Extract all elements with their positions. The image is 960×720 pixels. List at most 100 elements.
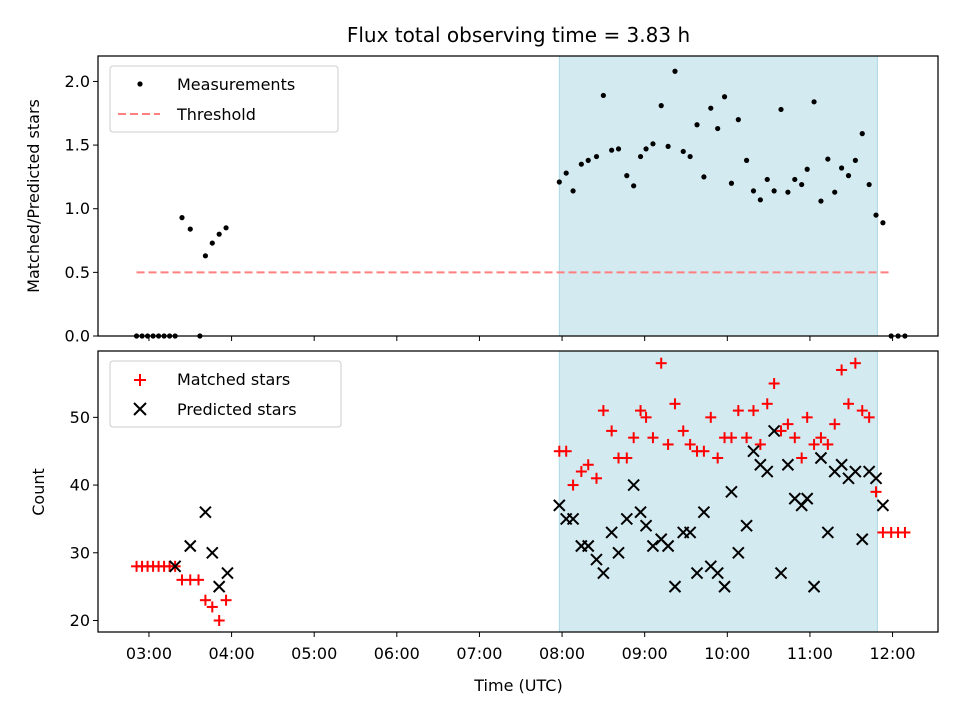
- predicted-star-point: [821, 526, 835, 539]
- top-y-tick-label: 1.5: [65, 136, 90, 155]
- predicted-star-point: [553, 499, 566, 512]
- predicted-star-point: [869, 472, 883, 485]
- matched-star-point: [193, 574, 205, 586]
- matched-star-point: [662, 438, 674, 450]
- predicted-star-point: [590, 553, 603, 566]
- measurement-point: [187, 226, 193, 232]
- measurement-point: [209, 240, 215, 246]
- measurement-point: [832, 189, 838, 195]
- predicted-star-point: [747, 445, 760, 458]
- matched-star-point: [647, 432, 659, 444]
- measurement-point: [600, 92, 606, 99]
- measurement-point: [650, 141, 656, 147]
- measurement-point: [631, 183, 637, 189]
- predicted-star-point: [627, 478, 640, 492]
- predicted-star-point: [690, 566, 704, 580]
- measurement-point: [216, 231, 222, 237]
- predicted-star-point: [849, 465, 862, 478]
- measurement-point: [715, 125, 721, 132]
- measurement-point: [701, 174, 707, 180]
- top-legend-box: [109, 65, 339, 133]
- bottom-axes-frame: [97, 350, 939, 633]
- measurement-point: [578, 161, 584, 167]
- x-tick-label: 04:00: [209, 644, 255, 663]
- predicted-star-point: [221, 566, 234, 580]
- legend-measurements-marker: [137, 81, 143, 87]
- measurement-point: [570, 188, 576, 194]
- matched-star-point: [801, 411, 813, 423]
- measurement-point: [845, 173, 852, 179]
- measurement-point: [179, 215, 185, 221]
- matched-star-point: [684, 438, 696, 450]
- measurement-point: [804, 166, 810, 172]
- x-axis-label: Time (UTC): [473, 676, 562, 695]
- matched-star-point: [899, 526, 911, 538]
- predicted-star-point: [566, 512, 580, 526]
- x-tick-label: 10:00: [704, 644, 750, 663]
- predicted-star-point: [697, 505, 711, 519]
- matched-star-point: [712, 452, 724, 464]
- matched-star-point: [567, 479, 579, 491]
- matched-star-point: [863, 411, 875, 423]
- chart-title: Flux total observing time = 3.83 h: [347, 23, 690, 47]
- predicted-star-point: [740, 519, 753, 532]
- matched-star-point: [597, 405, 609, 417]
- measurement-point: [818, 198, 824, 204]
- matched-star-point: [582, 459, 594, 471]
- measurement-point: [708, 105, 714, 111]
- predicted-star-point: [168, 560, 182, 573]
- measurement-point: [694, 122, 700, 128]
- matched-star-point: [870, 486, 882, 498]
- measurement-point: [880, 220, 886, 226]
- measurement-point: [743, 157, 750, 163]
- matched-star-point: [206, 601, 218, 613]
- matched-star-point: [782, 418, 794, 430]
- x-tick-label: 06:00: [374, 644, 420, 663]
- top-y-axis-ticks: 0.0 0.5 1.0 1.5 2.0: [65, 72, 98, 346]
- measurement-point: [615, 146, 622, 152]
- measurement-point: [750, 188, 757, 194]
- measurement-point: [658, 103, 664, 109]
- measurement-point: [728, 180, 735, 186]
- predicted-star-point: [605, 526, 618, 539]
- top-y-tick-label: 0.5: [65, 263, 90, 282]
- bottom-legend: Matched stars Predicted stars: [109, 360, 342, 428]
- matched-star-point: [775, 425, 787, 437]
- matched-star-point: [575, 466, 587, 478]
- matched-stars-points: [131, 357, 911, 626]
- bottom-y-tick-label: 40: [70, 476, 90, 495]
- top-axes-frame: [97, 55, 939, 337]
- matched-star-point: [849, 357, 861, 369]
- legend-measurements-label: Measurements: [177, 75, 295, 94]
- top-panel: 0.00.51.01.52.0 Matched/Predicted stars …: [24, 55, 939, 346]
- measurement-point: [792, 176, 798, 183]
- measurement-point: [764, 176, 770, 183]
- measurement-point: [866, 181, 872, 188]
- matched-star-point: [606, 425, 618, 437]
- measurement-point: [665, 143, 671, 149]
- measurement-point: [811, 99, 817, 105]
- matched-star-point: [655, 357, 667, 369]
- predicted-star-point: [767, 424, 781, 438]
- legend-threshold-label: Threshold: [176, 105, 256, 124]
- predicted-star-point: [582, 539, 595, 553]
- matched-star-point: [220, 594, 232, 606]
- matched-star-point: [789, 432, 801, 444]
- measurement-point: [799, 181, 805, 188]
- measurement-point: [873, 212, 879, 218]
- measurement-point: [735, 117, 741, 123]
- x-tick-label: 08:00: [539, 644, 585, 663]
- predicted-star-point: [620, 512, 633, 526]
- predicted-star-point: [639, 519, 653, 532]
- x-tick-label: 09:00: [622, 644, 668, 663]
- x-tick-label: 03:00: [126, 644, 172, 663]
- predicted-star-point: [206, 546, 219, 559]
- bottom-y-tick-label: 20: [70, 611, 90, 630]
- top-legend: Measurements Threshold: [109, 65, 339, 133]
- measurement-point: [202, 253, 209, 259]
- matched-star-point: [808, 438, 820, 450]
- matched-star-point: [856, 405, 868, 417]
- measurement-point: [859, 131, 865, 137]
- matched-star-point: [829, 418, 841, 430]
